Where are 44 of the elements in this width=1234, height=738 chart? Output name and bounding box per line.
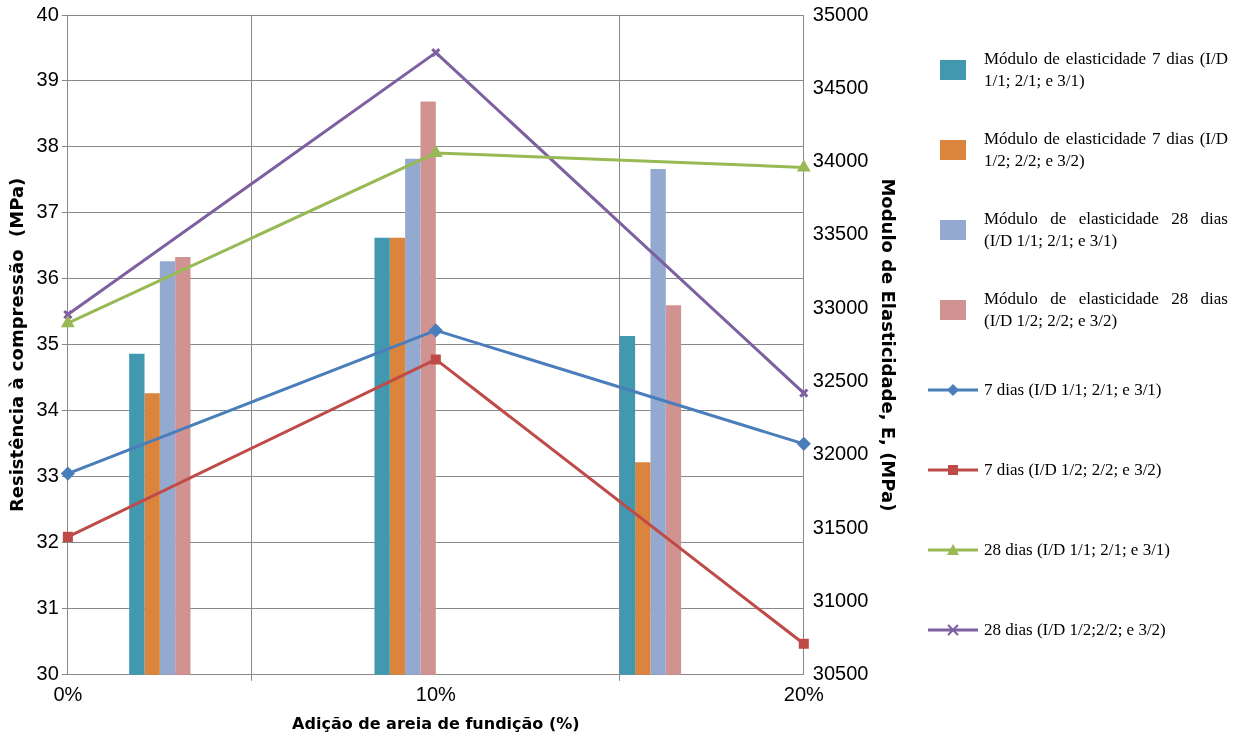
x-tick-label: 20%: [783, 683, 825, 706]
point: [429, 323, 443, 337]
y-axis-title: Resistência à compressão (MPa): [6, 177, 28, 513]
y2-tick-label: 33000: [812, 295, 869, 318]
point: [797, 160, 810, 172]
legend-label: 7 dias (I/D 1/2; 2/2; e 3/2): [984, 459, 1162, 481]
x-axis-title: Adição de areia de fundição (%): [292, 713, 580, 733]
legend-label: Módulo de elasticidade 7 dias (I/D 1/2; 2/2; e 3/2): [984, 128, 1228, 172]
y-tick-label: 35: [36, 332, 59, 355]
legend-label: Módulo de elasticidade 7 dias (I/D 1/1; 2/1; e 3/1): [984, 48, 1228, 92]
y-tick-label: 36: [36, 266, 59, 289]
y-tick-label: 31: [36, 596, 59, 619]
point: [430, 47, 441, 58]
y-tick-label: 39: [36, 68, 59, 91]
y-tick-label: 40: [36, 2, 59, 25]
y2-tick-label: 33500: [812, 222, 869, 245]
y2-tick-label: 30500: [812, 662, 869, 685]
y-tick-label: 38: [36, 134, 59, 157]
y-tick-label: 34: [36, 398, 59, 421]
legend-label: Módulo de elasticidade 28 dias (I/D 1/2; 2/2; e 3/2): [984, 288, 1228, 332]
y-tick-label: 33: [36, 464, 59, 487]
y2-tick-label: 31500: [812, 515, 869, 538]
legend-label: 7 dias (I/D 1/1; 2/1; e 3/1): [984, 379, 1162, 401]
legend-label: Módulo de elasticidade 28 dias (I/D 1/1; 2/1; e 3/1): [984, 208, 1228, 252]
y2-tick-label: 34000: [812, 149, 869, 172]
y-tick-label: 32: [36, 530, 59, 553]
y2-axis-title: Modulo de Elasticidade, E, (MPa): [877, 178, 899, 512]
legend-label: 28 dias (I/D 1/1; 2/1; e 3/1): [984, 539, 1171, 561]
y2-tick-label: 35000: [812, 2, 869, 25]
x-tick-label: 0%: [53, 683, 83, 706]
y2-tick-label: 31000: [812, 589, 869, 611]
point: [798, 638, 809, 649]
y2-tick-label: 34500: [812, 75, 869, 98]
y-tick-label: 30: [36, 662, 59, 685]
point: [62, 316, 74, 328]
point: [797, 437, 811, 451]
y2-tick-label: 32000: [812, 442, 869, 465]
point: [430, 354, 441, 365]
legend-label: 28 dias (I/D 1/2;2/2; e 3/2): [984, 619, 1166, 641]
x-tick-label: 10%: [415, 683, 457, 706]
y2-tick-label: 32500: [812, 369, 869, 392]
y-tick-label: 37: [36, 200, 59, 223]
point: [62, 531, 73, 542]
point: [61, 467, 75, 481]
